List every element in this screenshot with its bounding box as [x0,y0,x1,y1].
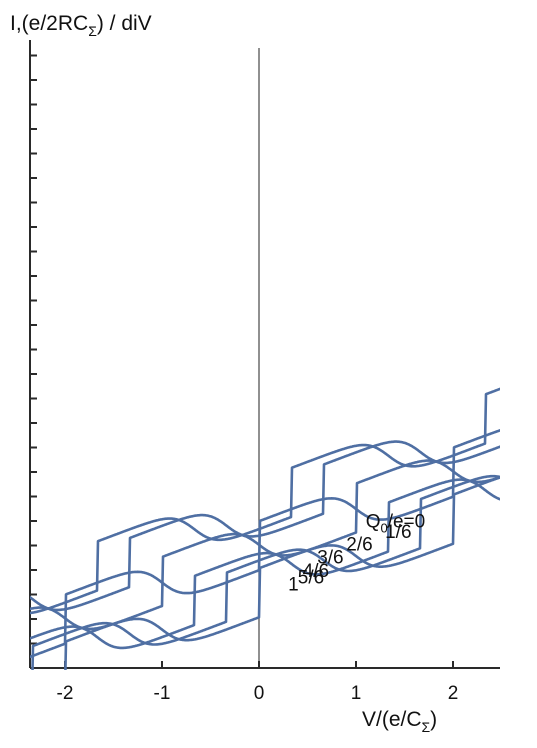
y-axis-title: I,(e/2RCΣ) / diV [10,12,152,39]
x-tick-label: -1 [154,683,171,704]
series-label-1: 1/6 [385,522,411,543]
series-line-2 [30,478,500,650]
series-label-0: Q0/e=0 [366,511,426,535]
series-line-1 [31,474,500,670]
curve-labels: Q0/e=01/6 2/63/64/65/61 [288,511,425,595]
series-label-4: 4/6 [303,561,329,582]
series-line-5 [30,387,500,615]
series-line-6 [30,428,500,659]
x-tick-label: 1 [351,683,362,704]
series-line-4 [30,440,500,612]
series-label-6: 1 [288,575,299,596]
series-label-5: 5/6 [298,568,324,589]
x-tick-label: -2 [57,683,74,704]
x-axis-title: V/(e/CΣ) [362,708,437,735]
y-tick-marks [30,54,37,645]
x-tick-label: 0 [254,683,265,704]
iv-curves [30,387,500,670]
series-label-3: 3/6 [317,548,343,569]
series-line-3 [30,459,500,631]
x-tick-label: 2 [448,683,459,704]
series-label-2: 2/6 [346,535,372,556]
